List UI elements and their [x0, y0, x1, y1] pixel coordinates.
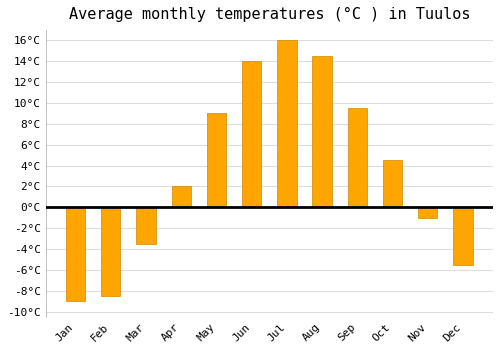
Title: Average monthly temperatures (°C ) in Tuulos: Average monthly temperatures (°C ) in Tu…	[68, 7, 470, 22]
Bar	[454, 207, 472, 265]
Bar	[101, 207, 120, 296]
Bar	[348, 108, 367, 207]
Bar	[277, 41, 296, 207]
Bar	[418, 207, 438, 218]
Bar	[66, 207, 86, 301]
Bar	[136, 207, 156, 244]
Bar	[207, 113, 226, 207]
Bar	[172, 187, 191, 207]
Bar	[383, 160, 402, 207]
Bar	[312, 56, 332, 207]
Bar	[242, 61, 262, 207]
